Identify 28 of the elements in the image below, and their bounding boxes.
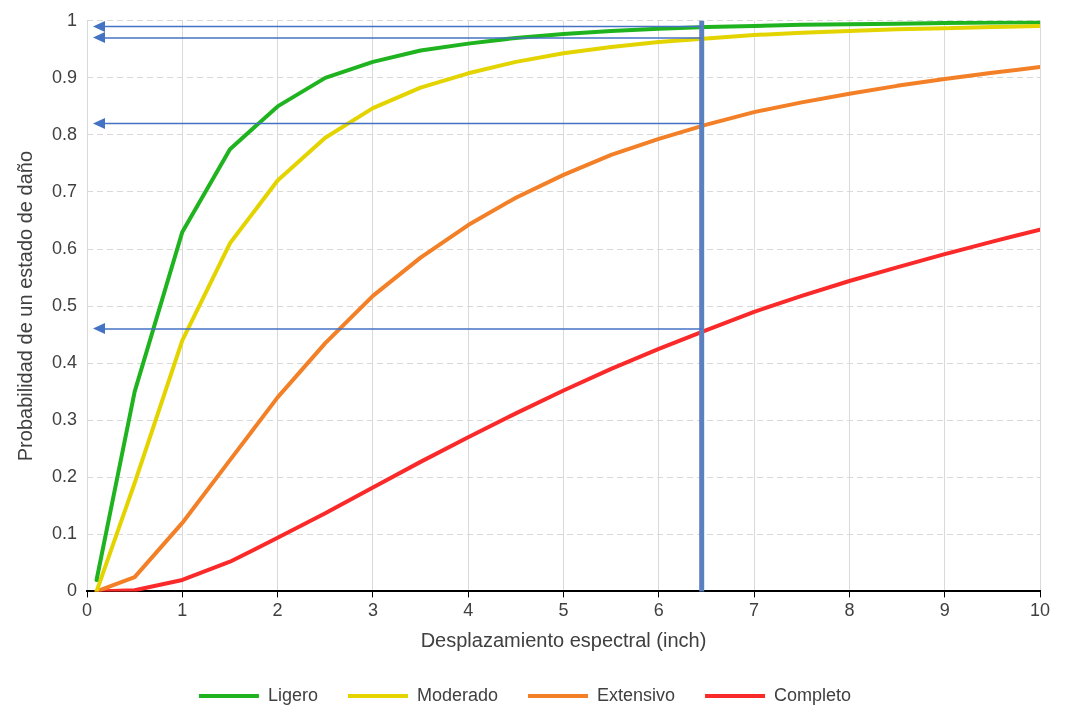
x-tick-label: 10: [1029, 600, 1051, 621]
x-axis-title: Desplazamiento espectral (inch): [420, 628, 707, 651]
x-tick-label: 9: [939, 600, 950, 621]
x-tick-label: 3: [367, 600, 378, 621]
legend-label: Moderado: [416, 684, 499, 705]
y-tick-label: 0.9: [51, 66, 78, 87]
x-tick-label: 8: [844, 600, 855, 621]
legend-label: Completo: [774, 684, 852, 705]
legend-label: Ligero: [267, 684, 318, 705]
y-tick-label: 1: [67, 9, 78, 30]
legend-label: Extensivo: [597, 684, 676, 705]
x-tick-label: 5: [558, 600, 569, 621]
y-tick-label: 0.7: [51, 180, 78, 201]
x-tick-label: 6: [653, 600, 664, 621]
y-tick-label: 0.3: [51, 409, 78, 430]
x-tick-label: 1: [177, 600, 188, 621]
y-tick-label: 0.4: [51, 352, 78, 373]
y-tick-label: 0.5: [51, 295, 78, 316]
y-axis-title: Probabilidad de un estado de daño: [13, 150, 36, 462]
x-tick-label: 4: [463, 600, 474, 621]
y-tick-label: 0.2: [51, 466, 78, 487]
x-tick-label: 0: [82, 600, 93, 621]
y-tick-label: 0.6: [51, 238, 78, 259]
y-tick-label: 0.1: [51, 523, 78, 544]
x-tick-label: 7: [749, 600, 760, 621]
y-tick-label: 0.8: [51, 123, 78, 144]
x-tick-label: 2: [272, 600, 283, 621]
y-tick-label: 0: [67, 580, 78, 601]
